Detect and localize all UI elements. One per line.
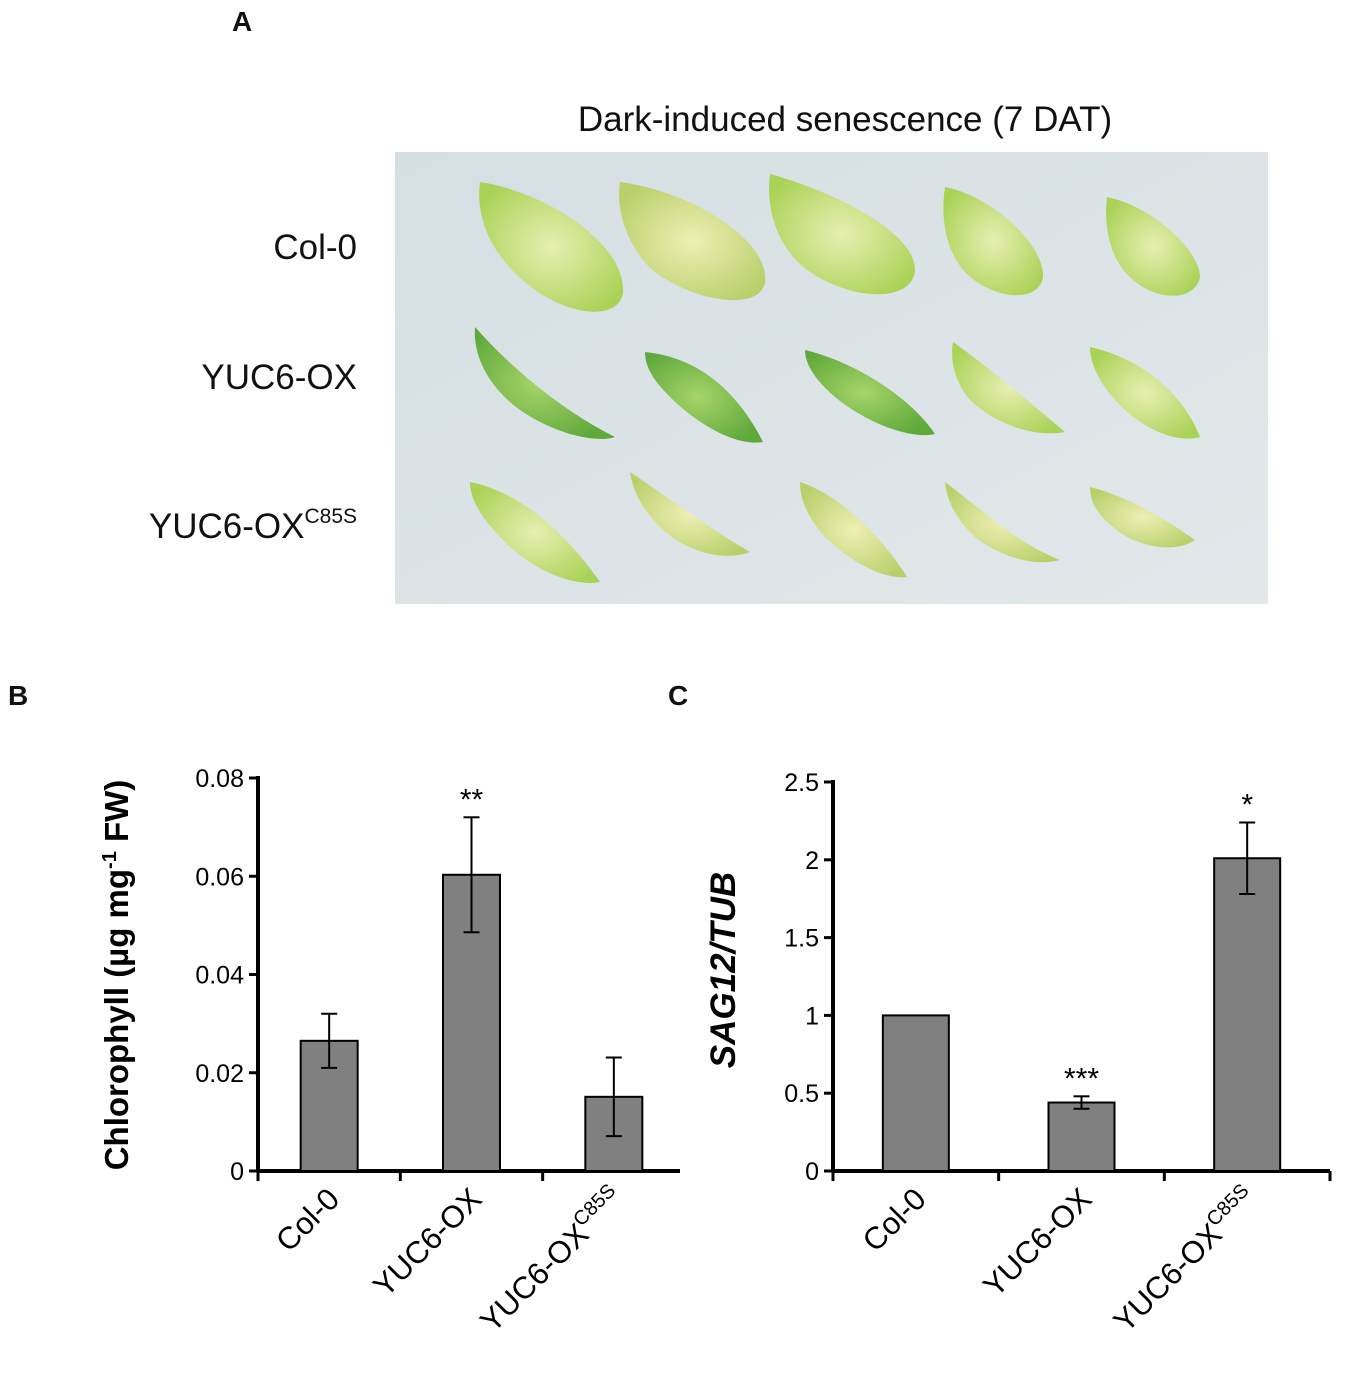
- y-axis-title-main: Chlorophyll (µg mg: [98, 869, 135, 1170]
- panel-letter-a: A: [232, 6, 253, 37]
- significance-mark-1: **: [460, 783, 484, 816]
- leaves-yuc6-ox-c85s: [470, 472, 1195, 583]
- y-tick-label: 0.5: [784, 1080, 819, 1108]
- y-tick-label: 0.08: [195, 765, 244, 793]
- y-axis-title: SAG12/TUB: [704, 872, 743, 1068]
- row-label-yuc6-ox: YUC6-OX: [201, 358, 357, 397]
- y-tick-label: 2: [805, 847, 819, 875]
- x-category-text: YUC6-OX: [976, 1181, 1098, 1303]
- bar-1: [1047, 1101, 1116, 1173]
- x-category-text: Col-0: [856, 1181, 933, 1258]
- significance-mark-2: *: [1241, 788, 1253, 821]
- leaves-col0: [479, 174, 1200, 312]
- y-axis-title-superscript: -1: [99, 851, 121, 869]
- leaf-senescence-photo: [395, 152, 1268, 604]
- panel-letter-b: B: [8, 680, 29, 711]
- significance-mark-1: ***: [1064, 1062, 1099, 1095]
- bar-0: [881, 1014, 950, 1173]
- photo-title: Dark-induced senescence (7 DAT): [577, 100, 1113, 139]
- y-axis-title-end: FW): [98, 780, 135, 851]
- y-tick-label: 0.02: [195, 1060, 244, 1088]
- y-tick-label: 0.04: [195, 962, 244, 990]
- y-tick-label: 0: [805, 1158, 819, 1186]
- y-tick-label: 1.5: [784, 925, 819, 953]
- row-label-yuc6-ox-c85s: YUC6-OXC85S: [148, 505, 357, 546]
- x-category-label-0: Col-0: [856, 1181, 933, 1258]
- y-tick-label: 0.06: [195, 863, 244, 891]
- y-tick-label: 0: [230, 1158, 244, 1186]
- x-category-label-2: YUC6-OXC85S: [1105, 1180, 1264, 1339]
- y-tick-label: 1: [805, 1002, 819, 1030]
- x-category-label-1: YUC6-OX: [976, 1181, 1098, 1303]
- leaves-yuc6-ox: [474, 327, 1200, 443]
- panel-letter-c: C: [668, 680, 689, 711]
- row-label-col0: Col-0: [273, 228, 357, 267]
- x-category-text: YUC6-OX: [1107, 1216, 1229, 1338]
- x-category-superscript: C85S: [1203, 1180, 1254, 1231]
- y-axis-title: Chlorophyll (µg mg-1 FW): [98, 780, 135, 1171]
- y-tick-label: 2.5: [784, 769, 819, 797]
- bar-2: [1213, 857, 1282, 1173]
- chart-b-chlorophyll: 00.020.040.060.08Col-0**YUC6-OXYUC6-OXC8…: [98, 765, 680, 1339]
